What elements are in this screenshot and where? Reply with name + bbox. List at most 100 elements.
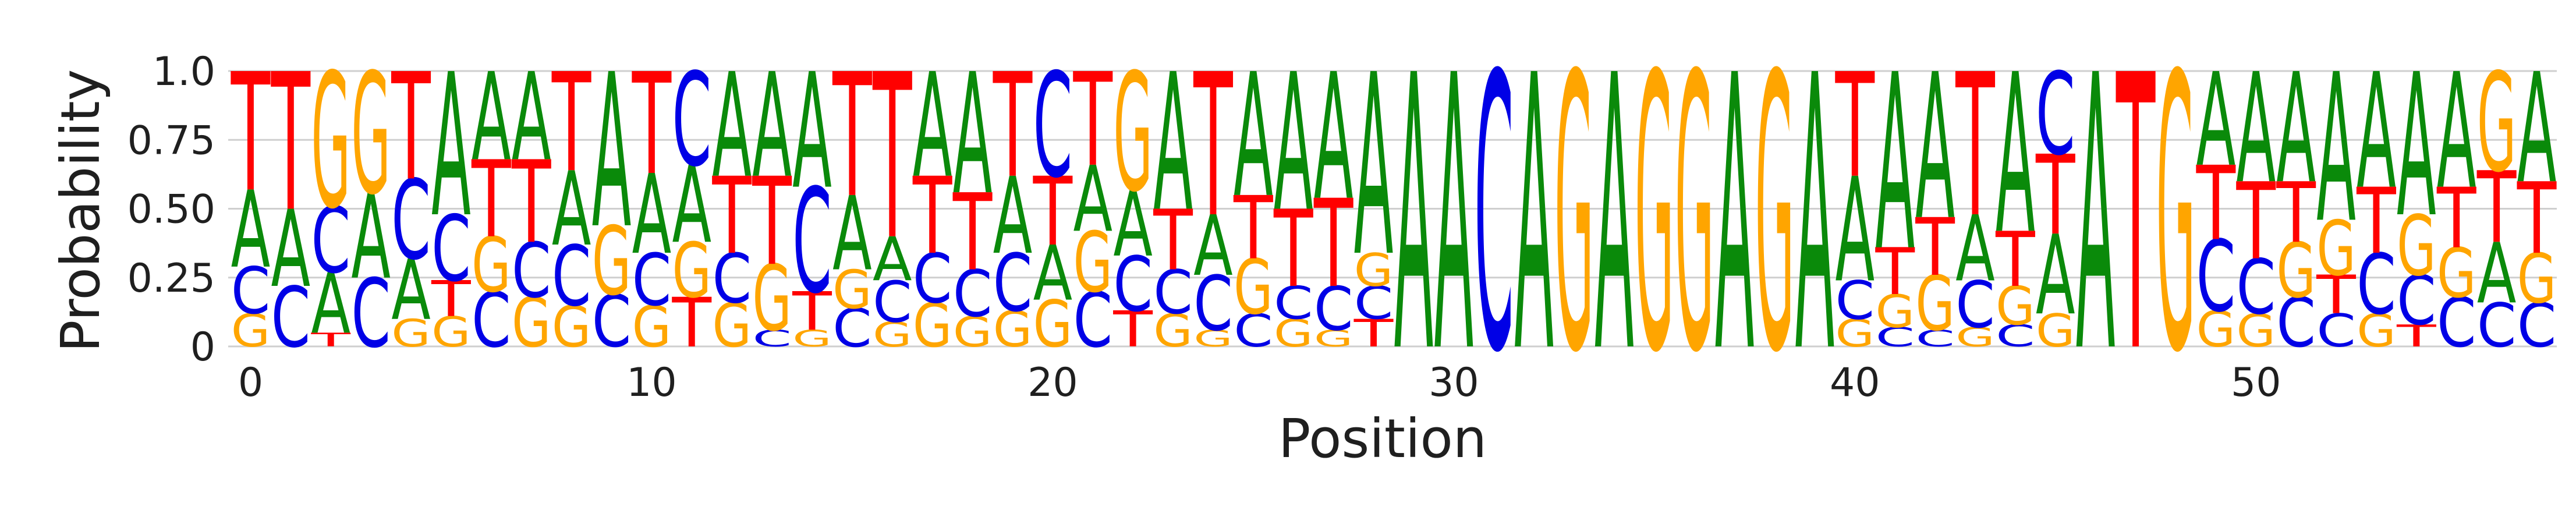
logo-letter-g: G	[1635, 0, 1674, 436]
logo-letter-a: A	[953, 39, 993, 232]
logo-letter-t: T	[1273, 188, 1313, 311]
logo-letter-c: C	[1073, 277, 1113, 364]
y-axis-label: Probability	[49, 69, 112, 352]
logo-letter-a: A	[512, 48, 551, 188]
logo-letter-a: A	[472, 48, 511, 188]
logo-letter-g: G	[2517, 240, 2557, 319]
logo-letter-c: C	[1955, 268, 1995, 343]
logo-letter-a: A	[592, 29, 632, 275]
logo-letter-g: G	[2237, 305, 2276, 357]
logo-letter-t: T	[993, 44, 1033, 210]
logo-letter-c: C	[2357, 236, 2396, 333]
logo-letter-a: A	[2477, 225, 2517, 322]
logo-letter-g: G	[1675, 0, 1714, 436]
logo-letter-c: C	[552, 228, 591, 325]
logo-letter-c: C	[592, 281, 632, 364]
logo-letter-a: A	[1836, 148, 1875, 314]
logo-letter-t: T	[752, 153, 792, 293]
logo-letter-g: G	[913, 291, 952, 361]
logo-letter-a: A	[1955, 196, 1995, 302]
logo-letter-g: G	[351, 38, 391, 232]
logo-letter-g: G	[231, 305, 271, 357]
logo-letter-c: C	[2437, 284, 2476, 363]
logo-letter-c: C	[231, 254, 271, 329]
logo-letter-g: G	[2196, 301, 2236, 358]
logo-letter-a: A	[873, 224, 912, 295]
logo-letter-a: A	[2036, 213, 2075, 339]
logo-letter-a: A	[1314, 37, 1353, 239]
x-tick-label: 50	[2231, 360, 2281, 406]
logo-letter-g: G	[431, 308, 471, 356]
logo-letter-c: C	[1836, 270, 1875, 332]
grid-lines	[228, 70, 2557, 348]
logo-letter-a: A	[1915, 31, 1955, 264]
logo-letter-c: C	[1033, 43, 1073, 210]
logo-letter-a: A	[752, 44, 792, 210]
logo-letter-t: T	[912, 155, 952, 278]
logo-letter-g: G	[2156, 0, 2196, 436]
logo-letter-a: A	[1715, 0, 1755, 436]
logo-letter-c: C	[351, 260, 391, 369]
logo-letter-t: T	[2396, 319, 2436, 354]
logo-letter-a: A	[1274, 33, 1313, 254]
logo-letter-t: T	[511, 137, 551, 269]
logo-letter-a: A	[2517, 42, 2557, 217]
logo-letter-c: C	[1193, 260, 1233, 348]
logo-letter-g: G	[472, 222, 511, 310]
logo-letter-c: C	[1474, 0, 1514, 436]
logo-letter-c: C	[953, 257, 993, 332]
logo-letter-t: T	[2276, 165, 2316, 262]
logo-letter-t: T	[271, 34, 310, 254]
logo-letter-a: A	[1434, 0, 1474, 436]
logo-letter-g: G	[953, 308, 993, 356]
logo-letter-t: T	[1033, 157, 1073, 267]
logo-letter-a: A	[2397, 31, 2436, 261]
logo-letter-t: T	[1233, 178, 1273, 279]
logo-letter-c: C	[1234, 305, 1273, 357]
logo-letter-c: C	[672, 46, 712, 195]
logo-letter-g: G	[672, 227, 712, 315]
logo-letter-t: T	[1193, 33, 1234, 261]
logo-letter-a: A	[231, 169, 271, 292]
x-axis-ticks: 0 10 20 30 40 50	[238, 360, 2281, 406]
logo-letter-c: C	[752, 326, 792, 352]
logo-letter-a: A	[431, 31, 471, 261]
logo-letter-t: T	[832, 38, 873, 236]
logo-letter-a: A	[391, 242, 431, 338]
logo-letter-a: A	[351, 169, 391, 306]
logo-letter-g: G	[752, 246, 792, 351]
logo-letter-g: G	[1073, 214, 1113, 311]
logo-letter-c: C	[2477, 291, 2517, 361]
logo-letter-g: G	[1033, 288, 1073, 362]
logo-letter-c: C	[2316, 305, 2356, 357]
x-axis-label: Position	[1278, 408, 1487, 470]
logo-letter-t: T	[632, 44, 672, 207]
logo-letter-g: G	[832, 259, 872, 320]
logo-letter-g: G	[2437, 234, 2476, 313]
y-tick-label: 0	[190, 324, 215, 370]
logo-letter-t: T	[1875, 235, 1915, 310]
logo-letter-t: T	[2196, 144, 2236, 264]
logo-letter-t: T	[712, 155, 752, 278]
logo-letter-a: A	[311, 256, 350, 352]
logo-letter-t: T	[1835, 44, 1875, 210]
logo-letter-a: A	[2076, 0, 2116, 436]
y-axis-ticks: 0 0.25 0.50 0.75 1.0	[127, 49, 215, 370]
logo-letter-t: T	[1995, 216, 2035, 304]
logo-letter-a: A	[1996, 28, 2035, 283]
x-tick-label: 0	[238, 360, 263, 406]
logo-letter-c: C	[1314, 274, 1353, 344]
logo-letter-c: C	[2196, 220, 2236, 334]
logo-letter-t: T	[551, 44, 591, 203]
logo-letter-a: A	[2276, 42, 2316, 217]
logo-letter-t: T	[1073, 46, 1113, 196]
logo-letter-g: G	[792, 325, 832, 352]
logo-letter-a: A	[1875, 24, 1915, 305]
logo-letter-g: G	[2357, 305, 2396, 357]
x-tick-label: 40	[1830, 360, 1880, 406]
logo-letter-t: T	[2115, 0, 2156, 436]
logo-letter-g: G	[1234, 243, 1273, 331]
logo-letter-g: G	[2397, 197, 2436, 295]
logo-letter-g: G	[1153, 305, 1193, 357]
